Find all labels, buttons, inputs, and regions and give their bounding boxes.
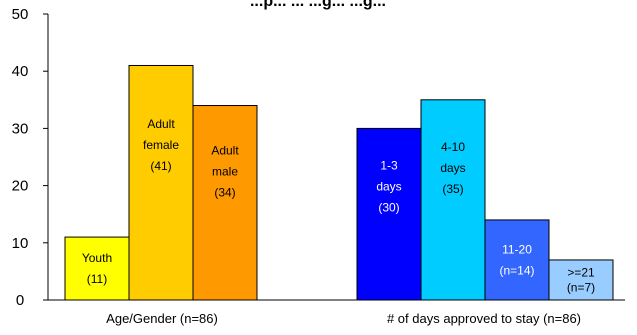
- bar-label: Adult: [147, 117, 175, 131]
- bar: [484, 219, 550, 301]
- y-tick-label: 40: [12, 63, 29, 80]
- bar-label: 1-3: [380, 159, 398, 173]
- bar-label: (30): [378, 201, 399, 215]
- bar-label: >=21: [567, 265, 595, 279]
- y-tick-label: 0: [16, 292, 24, 309]
- y-tick-label: 50: [12, 6, 29, 23]
- group-label: Age/Gender (n=86): [106, 311, 218, 326]
- x-axis: Age/Gender (n=86) # of days approved to s…: [48, 299, 625, 326]
- bar-label: (n=7): [567, 280, 595, 294]
- bars: Youth (11) Adult female (41) Adult male (34) 1-3…: [64, 64, 614, 301]
- bar: [128, 64, 194, 301]
- bar-label: female: [143, 138, 179, 152]
- bar-label: (n=14): [499, 263, 534, 277]
- bar-label: male: [212, 165, 238, 179]
- bar-label: (41): [150, 159, 171, 173]
- chart-title: ...p... ... ...g... ...g...: [250, 0, 386, 10]
- y-tick-label: 30: [12, 120, 29, 137]
- bar-label: Youth: [82, 251, 112, 265]
- bar-label: 4-10: [441, 140, 465, 154]
- y-axis: 0 10 20 30 40 50: [12, 6, 49, 309]
- bar-label: Adult: [211, 144, 239, 158]
- bar-label: (11): [87, 272, 107, 286]
- bar: [420, 99, 486, 301]
- bar-label: (34): [214, 186, 235, 200]
- group-label: # of days approved to stay (n=86): [387, 311, 581, 326]
- bar: [192, 105, 258, 301]
- bar-label: days: [440, 161, 465, 175]
- bar-label: 11-20: [502, 242, 532, 256]
- bar-label: (35): [442, 182, 463, 196]
- y-tick-label: 20: [12, 178, 29, 195]
- y-tick-label: 10: [12, 235, 29, 252]
- bar: [64, 236, 130, 301]
- bar-label: days: [376, 180, 401, 194]
- bar: [548, 259, 614, 301]
